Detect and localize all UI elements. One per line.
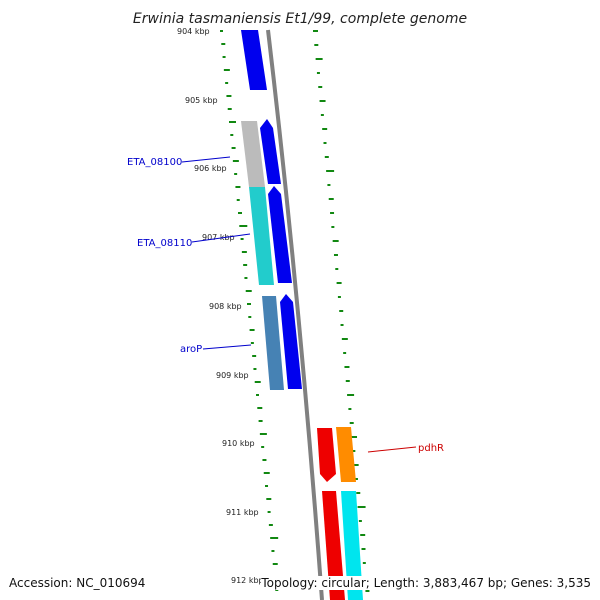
kbp-label-908: 908 kbp [209, 302, 242, 311]
gray-feature-box [241, 121, 265, 187]
leader-eta08110 [191, 233, 251, 243]
cds-forward-1 [241, 30, 267, 90]
gene-label-eta08110: ETA_08110 [137, 238, 192, 249]
leader-arop [202, 344, 252, 350]
steel-feature-box [262, 296, 284, 390]
kbp-label-909: 909 kbp [216, 371, 249, 380]
cds-forward-3 [268, 186, 292, 283]
map-title: Erwinia tasmaniensis Et1/99, complete ge… [133, 11, 467, 27]
gene-label-eta08100: ETA_08100 [127, 157, 182, 168]
orange-feature-box [336, 427, 356, 482]
kbp-label-910: 910 kbp [222, 439, 255, 448]
cds-forward-2 [260, 119, 281, 184]
gene-label-pdhr: pdhR [418, 443, 444, 454]
kbp-label-907: 907 kbp [202, 233, 235, 242]
cds-forward-4 [280, 294, 302, 389]
kbp-label-905: 905 kbp [185, 96, 218, 105]
topology-text: Topology: circular; Length: 3,883,467 bp… [261, 576, 591, 590]
kbp-label-911: 911 kbp [226, 508, 259, 517]
cds-reverse-1 [317, 428, 336, 482]
gene-label-arop: aroP [180, 344, 202, 355]
leader-pdhr [367, 446, 417, 453]
cyan-feature-box [341, 491, 363, 600]
accession-text: Accession: NC_010694 [9, 576, 146, 590]
kbp-label-904: 904 kbp [177, 27, 210, 36]
teal-feature-box [249, 187, 274, 285]
kbp-label-906: 906 kbp [194, 164, 227, 173]
genome-backbone [266, 29, 324, 600]
kbp-label-912: 912 kbp [231, 576, 264, 585]
cds-reverse-2 [322, 491, 345, 600]
leader-eta08100 [181, 156, 231, 163]
